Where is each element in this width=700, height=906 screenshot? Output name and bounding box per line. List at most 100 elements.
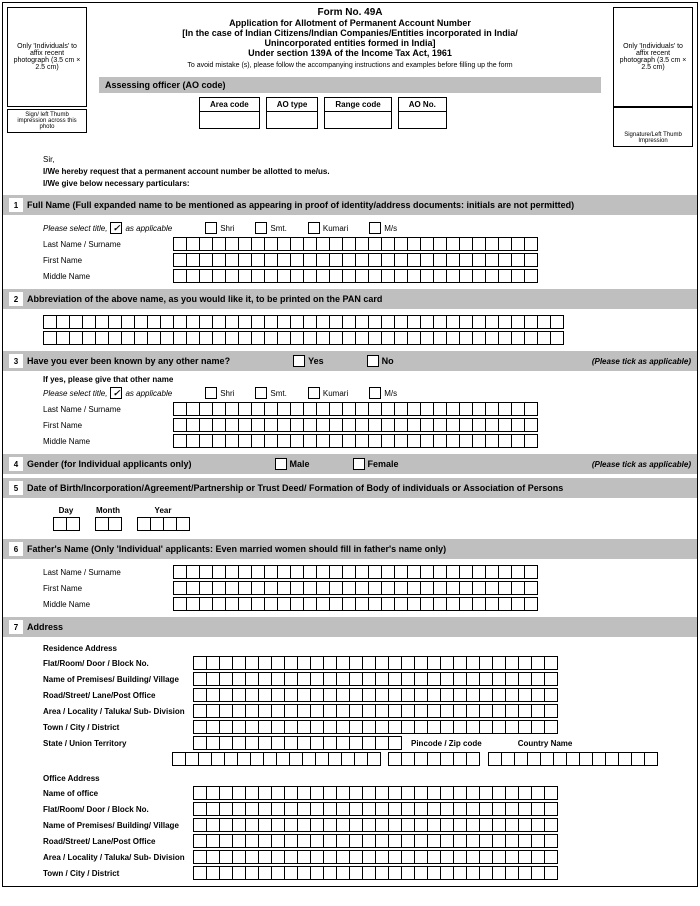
section-6-header: 6Father's Name (Only 'Individual' applic… [3,539,697,559]
off-area-input[interactable] [193,850,557,864]
middle-name-input[interactable] [173,269,537,283]
last-name-label: Last Name / Surname [43,240,173,249]
dob-day-input[interactable] [53,517,79,531]
father-first-label: First Name [43,584,173,593]
section-7-header: 7Address [3,617,697,637]
res-country-label: Country Name [518,739,573,748]
dob-month-input[interactable] [95,517,121,531]
section-4-header: 4Gender (for Individual applicants only)… [3,454,697,474]
thumb-note: Sign/ left Thumb impression across this … [7,109,87,133]
title-ms-checkbox[interactable] [369,222,381,234]
form-title: Application for Allotment of Permanent A… [95,18,605,28]
tick-note-2: (Please tick as applicable) [592,460,691,469]
father-middle-input[interactable] [173,597,537,611]
ao-header: Assessing officer (AO code) [99,77,601,93]
select-title-label-2: Please select title, [43,389,107,398]
off-prem-input[interactable] [193,818,557,832]
ifyes-label: If yes, please give that other name [43,375,173,384]
title2-ms-checkbox[interactable] [369,387,381,399]
off-road-label: Road/Street/ Lane/Post Office [43,837,193,846]
father-first-input[interactable] [173,581,537,595]
form-instruction: To avoid mistake (s), please follow the … [95,62,605,69]
as-applicable-2: as applicable [125,389,172,398]
section-1-header: 1Full Name (Full expanded name to be men… [3,195,697,215]
dob-month-label: Month [95,506,121,515]
section-2-header: 2Abbreviation of the above name, as you … [3,289,697,309]
title2-kumari-checkbox[interactable] [308,387,320,399]
ao-no: AO No. [399,98,446,112]
off-road-input[interactable] [193,834,557,848]
res-area-input[interactable] [193,704,557,718]
intro-line-2: I/We give below necessary particulars: [43,179,190,188]
gender-female-checkbox[interactable] [353,458,365,470]
intro-line-1: I/We hereby request that a permanent acc… [43,167,330,176]
father-middle-label: Middle Name [43,600,173,609]
father-last-label: Last Name / Surname [43,568,173,577]
other-last-label: Last Name / Surname [43,405,173,414]
res-state-label: State / Union Territory [43,739,193,748]
office-label: Office Address [43,774,657,783]
other-middle-input[interactable] [173,434,537,448]
res-prem-input[interactable] [193,672,557,686]
res-country-input[interactable] [488,752,657,766]
photo-box-left: Only 'Individuals' to affix recent photo… [7,7,87,107]
title-smt-checkbox[interactable] [255,222,267,234]
off-name-input[interactable] [193,786,557,800]
res-town-input[interactable] [193,720,557,734]
off-prem-label: Name of Premises/ Building/ Village [43,821,193,830]
middle-name-label: Middle Name [43,272,173,281]
ao-table: Area code AO type Range code AO No. [199,97,601,129]
res-pin-input[interactable] [388,752,479,766]
res-flat-label: Flat/Room/ Door / Block No. [43,659,193,668]
tick-note-1: (Please tick as applicable) [592,357,691,366]
other-name-yes-checkbox[interactable] [293,355,305,367]
dob-day-label: Day [53,506,79,515]
ao-type-input[interactable] [267,112,318,128]
father-last-input[interactable] [173,565,537,579]
dob-year-label: Year [137,506,189,515]
dob-year-input[interactable] [137,517,189,531]
ao-range: Range code [325,98,390,112]
other-first-label: First Name [43,421,173,430]
title2-smt-checkbox[interactable] [255,387,267,399]
res-prem-label: Name of Premises/ Building/ Village [43,675,193,684]
abbrev-input-1[interactable] [43,315,563,329]
off-name-label: Name of office [43,789,193,798]
abbrev-input-2[interactable] [43,331,563,345]
photo-box-right: Only 'Individuals' to affix recent photo… [613,7,693,107]
res-area-label: Area / Locality / Taluka/ Sub- Division [43,707,193,716]
res-flat-input[interactable] [193,656,557,670]
title-kumari-checkbox[interactable] [308,222,320,234]
signature-box: Signature/Left Thumb Impression [613,107,693,147]
select-title-label: Please select title, [43,224,107,233]
ao-area-code-input[interactable] [200,112,259,128]
off-area-label: Area / Locality / Taluka/ Sub- Division [43,853,193,862]
res-pin-label: Pincode / Zip code [411,739,482,748]
last-name-input[interactable] [173,237,537,251]
title-shri-checkbox[interactable] [205,222,217,234]
res-road-input[interactable] [193,688,557,702]
res-road-label: Road/Street/ Lane/Post Office [43,691,193,700]
off-flat-input[interactable] [193,802,557,816]
form-scope-1: [In the case of Indian Citizens/Indian C… [95,28,605,38]
first-name-input[interactable] [173,253,537,267]
res-state-input[interactable] [193,736,401,750]
off-flat-label: Flat/Room/ Door / Block No. [43,805,193,814]
res-state-boxes[interactable] [172,752,380,766]
title-checkbox-main[interactable]: ✓ [110,222,122,234]
title2-checkbox-main[interactable]: ✓ [110,387,122,399]
ao-range-input[interactable] [325,112,390,128]
res-town-label: Town / City / District [43,723,193,732]
title2-shri-checkbox[interactable] [205,387,217,399]
other-first-input[interactable] [173,418,537,432]
off-town-input[interactable] [193,866,557,880]
ao-no-input[interactable] [399,112,446,128]
first-name-label: First Name [43,256,173,265]
other-name-no-checkbox[interactable] [367,355,379,367]
other-last-input[interactable] [173,402,537,416]
gender-male-checkbox[interactable] [275,458,287,470]
as-applicable: as applicable [125,224,172,233]
section-5-header: 5Date of Birth/Incorporation/Agreement/P… [3,478,697,498]
salutation: Sir, [43,155,657,164]
other-middle-label: Middle Name [43,437,173,446]
